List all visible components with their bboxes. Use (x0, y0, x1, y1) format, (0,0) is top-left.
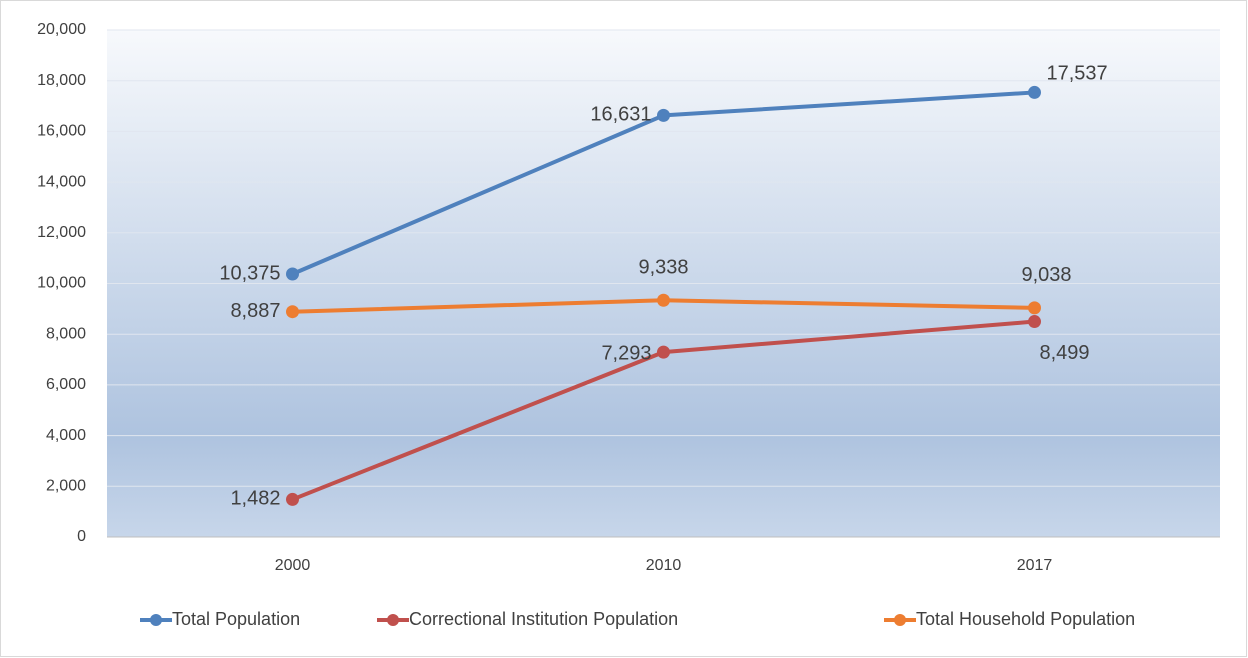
marker (1028, 315, 1041, 329)
legend-marker (150, 614, 162, 626)
data-label: 8,887 (230, 300, 280, 322)
marker (657, 108, 670, 122)
marker (657, 293, 670, 307)
y-tick-label: 14,000 (37, 173, 86, 190)
data-label: 16,631 (590, 104, 651, 126)
data-label: 9,038 (1021, 264, 1071, 286)
y-tick-label: 16,000 (37, 123, 86, 140)
data-label: 10,375 (219, 262, 280, 284)
marker (1028, 85, 1041, 99)
y-tick-label: 0 (77, 528, 86, 545)
data-label: 9,338 (638, 257, 688, 279)
legend-label: Correctional Institution Population (409, 609, 678, 629)
y-tick-label: 8,000 (46, 325, 86, 342)
x-tick-label: 2010 (646, 557, 682, 574)
y-tick-label: 10,000 (37, 275, 86, 292)
marker (286, 267, 299, 281)
marker (286, 305, 299, 319)
x-tick-label: 2000 (275, 557, 311, 574)
y-tick-label: 2,000 (46, 478, 86, 495)
y-tick-label: 20,000 (37, 21, 86, 38)
data-label: 8,499 (1039, 342, 1089, 364)
legend-label: Total Population (172, 609, 300, 629)
marker (1028, 301, 1041, 315)
y-tick-label: 18,000 (37, 72, 86, 89)
legend-label: Total Household Population (916, 609, 1135, 629)
y-tick-label: 6,000 (46, 376, 86, 393)
data-label: 7,293 (601, 342, 651, 364)
marker (286, 492, 299, 506)
legend-marker (387, 614, 399, 626)
legend-marker (894, 614, 906, 626)
x-tick-label: 2017 (1017, 557, 1053, 574)
marker (657, 345, 670, 359)
data-label: 17,537 (1047, 63, 1108, 85)
y-tick-label: 4,000 (46, 427, 86, 444)
data-label: 1,482 (230, 488, 280, 510)
y-tick-label: 12,000 (37, 224, 86, 241)
